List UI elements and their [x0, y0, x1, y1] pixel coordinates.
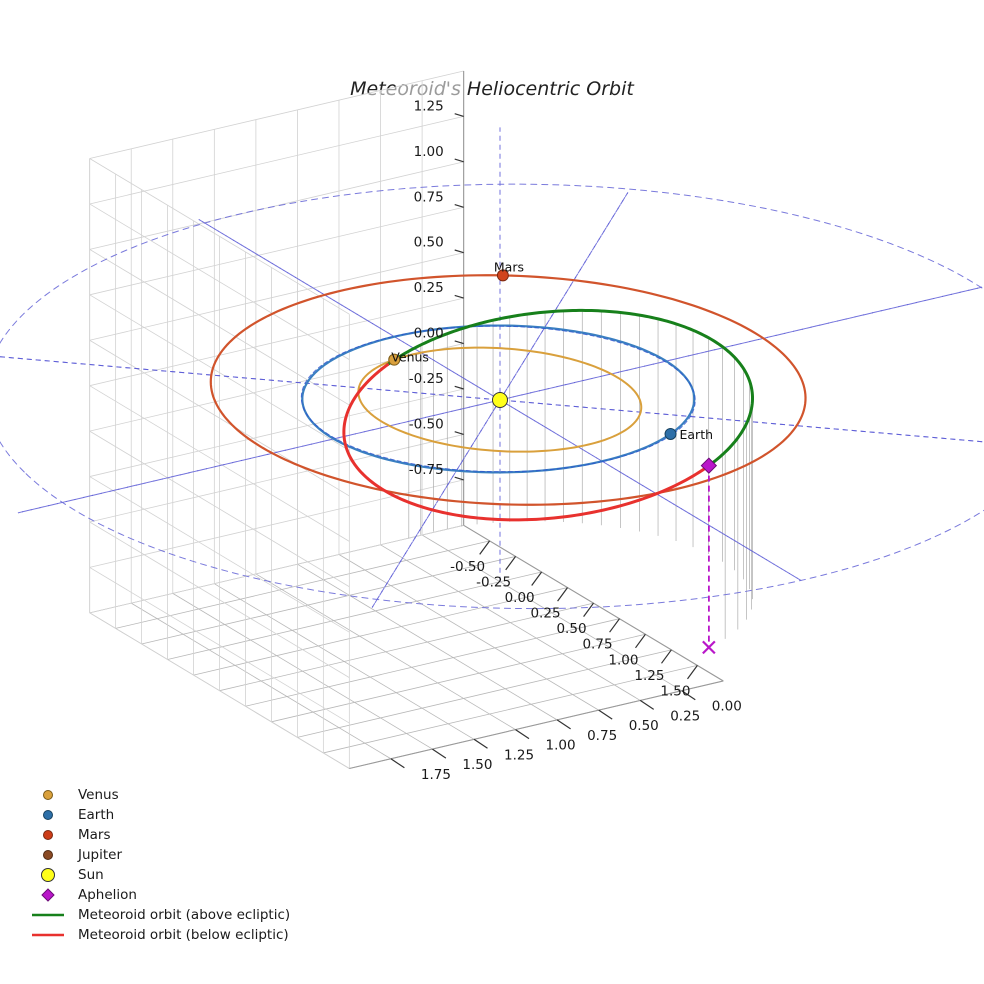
z-tick-label-7: -0.50 [409, 416, 444, 432]
legend-item-5[interactable]: Aphelion [41, 887, 137, 903]
orbit-curves [0, 183, 984, 610]
earth-orbit-dashed [300, 325, 696, 473]
y-tick-label-7-tick [390, 758, 405, 769]
jupiter-orbit [0, 183, 984, 610]
aphelion-projection-marker [702, 640, 716, 655]
legend: Venus Earth Mars Jupiter Sun Aphelion Meteoroi… [32, 787, 290, 943]
z-tick-label-4: 0.25 [414, 280, 444, 296]
y-tick-label-1-tick [639, 699, 655, 710]
x-tick-label-6: 1.00 [608, 652, 638, 668]
y-tick-label-6: 1.50 [462, 757, 492, 773]
legend-item-0[interactable]: Venus [43, 787, 119, 803]
x-tick-label-7: 1.25 [634, 668, 664, 684]
legend-item-label: Mars [78, 827, 111, 843]
z-tick-label-6-tick [454, 385, 464, 390]
legend-item-6[interactable]: Meteoroid orbit (above ecliptic) [32, 907, 290, 923]
z-tick-label-3: 0.50 [414, 235, 444, 251]
grid-lines [89, 70, 724, 770]
y-tick-label-0-tick [681, 690, 696, 701]
legend-item-label: Venus [78, 787, 119, 803]
legend-item-label: Jupiter [77, 847, 122, 863]
x-tick-label-4-tick [583, 602, 594, 617]
z-tick-label-0-tick [454, 113, 464, 117]
legend-item-label: Meteoroid orbit (below ecliptic) [78, 927, 289, 943]
z-tick-label-2: 0.75 [414, 189, 444, 205]
x-tick-label-0: -0.50 [450, 559, 485, 575]
y-tick-label-3: 0.75 [587, 728, 617, 744]
z-tick-label-4-tick [454, 294, 464, 299]
earth-label: Earth [680, 427, 714, 442]
legend-item-label: Earth [78, 807, 114, 823]
y-tick-label-2: 0.50 [629, 718, 659, 734]
x-tick-label-2: 0.00 [505, 590, 535, 606]
y-tick-label-3-tick [556, 719, 571, 730]
y-tick-label-2-tick [598, 709, 613, 720]
legend-item-label: Meteoroid orbit (above ecliptic) [78, 907, 290, 923]
x-tick-label-1-tick [505, 556, 517, 571]
mars-label: Mars [494, 259, 524, 274]
mars-marker [496, 269, 509, 282]
y-tick-label-0: 0.00 [712, 699, 742, 715]
legend-circle-swatch [41, 868, 55, 882]
aphelion-marker [700, 457, 718, 474]
mars-orbit [209, 274, 807, 506]
z-tick-label-5-tick [454, 340, 464, 345]
earth-marker [664, 427, 677, 440]
venus-orbit [357, 346, 643, 453]
x-tick-label-7-tick [661, 649, 672, 664]
x-tick-label-3-tick [557, 587, 568, 602]
legend-circle-swatch [43, 850, 53, 860]
z-tick-label-8-tick [454, 476, 464, 481]
x-tick-label-4: 0.50 [556, 621, 586, 637]
legend-item-7[interactable]: Meteoroid orbit (below ecliptic) [32, 927, 289, 943]
z-tick-label-0: 1.25 [414, 98, 444, 114]
body-labels: Venus Earth Mars [391, 259, 713, 442]
x-tick-label-3: 0.25 [530, 606, 560, 622]
legend-circle-swatch [43, 810, 53, 820]
axis-ticks [390, 113, 698, 769]
venus-marker [388, 353, 401, 366]
body-markers [388, 269, 718, 655]
z-tick-label-7-tick [454, 431, 464, 435]
y-tick-label-5: 1.25 [504, 747, 534, 763]
x-tick-label-5-tick [609, 618, 620, 633]
z-tick-label-5: 0.00 [414, 326, 444, 342]
legend-item-3[interactable]: Jupiter [43, 847, 123, 863]
x-tick-label-5: 0.75 [582, 637, 612, 653]
axis-tick-labels: -0.50-0.250.000.250.500.751.001.251.500.… [409, 98, 742, 782]
z-tick-label-1: 1.00 [414, 144, 444, 160]
legend-item-4[interactable]: Sun [41, 867, 104, 883]
x-tick-label-2-tick [531, 571, 543, 586]
x-tick-label-0-tick [479, 540, 491, 555]
z-tick-label-2-tick [454, 204, 464, 208]
y-tick-label-1: 0.25 [670, 708, 700, 724]
sun-marker [492, 392, 508, 408]
x-tick-label-6-tick [635, 633, 646, 649]
x-tick-label-8: 1.50 [660, 683, 690, 699]
meteoroid-orbit-below-ecliptic [342, 363, 708, 522]
legend-circle-swatch [43, 790, 53, 800]
x-tick-label-8-tick [687, 665, 698, 680]
legend-item-1[interactable]: Earth [43, 807, 115, 823]
y-tick-label-5-tick [473, 738, 488, 749]
meteoroid-orbit-above-ecliptic [386, 308, 754, 468]
earth-orbit [301, 324, 696, 474]
venus-label: Venus [391, 350, 429, 365]
y-tick-label-6-tick [432, 748, 447, 759]
legend-diamond-swatch [41, 888, 55, 902]
x-tick-label-1: -0.25 [476, 574, 511, 590]
z-tick-label-3-tick [454, 249, 464, 254]
y-tick-label-4: 1.00 [546, 738, 576, 754]
legend-circle-swatch [43, 830, 53, 840]
z-tick-label-1-tick [454, 158, 464, 163]
legend-item-label: Sun [78, 867, 104, 883]
projection-droplines [408, 310, 753, 639]
legend-item-2[interactable]: Mars [43, 827, 111, 843]
z-tick-label-6: -0.25 [409, 371, 444, 387]
legend-item-label: Aphelion [78, 887, 137, 903]
z-tick-label-8: -0.75 [409, 462, 444, 478]
y-tick-label-7: 1.75 [421, 767, 451, 783]
y-tick-label-4-tick [515, 729, 530, 740]
